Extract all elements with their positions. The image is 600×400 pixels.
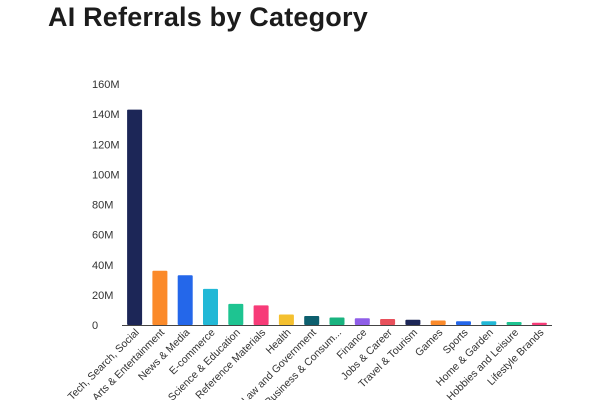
bar <box>152 270 168 325</box>
bar <box>354 318 370 325</box>
y-tick-label: 0 <box>92 320 98 332</box>
x-tick-label: Games <box>413 327 445 359</box>
y-tick-label: 120M <box>92 139 120 151</box>
bar <box>304 316 320 325</box>
bar <box>253 305 269 325</box>
bar <box>380 319 396 325</box>
chart-title: AI Referrals by Category <box>48 2 368 32</box>
bar <box>430 320 446 325</box>
y-axis: 0 20M 40M 60M 80M 100M 120M 140M 160M <box>92 79 120 332</box>
y-tick-label: 160M <box>92 79 120 91</box>
bar <box>228 303 244 325</box>
y-tick-label: 140M <box>92 109 120 121</box>
y-tick-label: 60M <box>92 230 113 242</box>
bar <box>203 288 218 325</box>
bar <box>531 322 547 325</box>
y-tick-label: 40M <box>92 260 113 272</box>
bar <box>405 319 421 325</box>
bar <box>127 109 143 325</box>
y-tick-label: 80M <box>92 200 113 212</box>
bars <box>127 109 547 325</box>
bar <box>329 317 345 325</box>
y-tick-label: 20M <box>92 290 113 302</box>
bar <box>278 314 294 325</box>
y-tick-label: 100M <box>92 169 120 181</box>
bar <box>481 321 497 325</box>
bar <box>506 322 522 325</box>
bar <box>177 275 193 325</box>
bar <box>456 321 471 325</box>
